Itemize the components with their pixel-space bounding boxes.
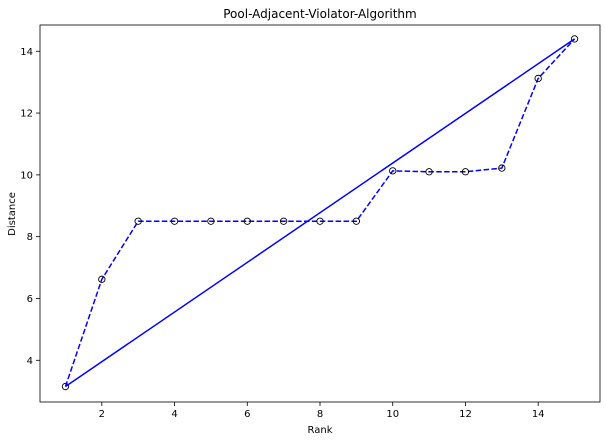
y-tick-label: 8 xyxy=(27,232,33,243)
data-point xyxy=(425,168,433,176)
x-tick-label: 12 xyxy=(459,409,472,420)
data-point xyxy=(316,217,324,225)
y-tick-label: 10 xyxy=(20,170,33,181)
series-line-2 xyxy=(65,38,575,388)
chart-title: Pool-Adjacent-Violator-Algorithm xyxy=(223,7,416,21)
y-tick-label: 12 xyxy=(20,109,33,120)
x-tick-label: 10 xyxy=(386,409,399,420)
y-tick-label: 6 xyxy=(27,294,33,305)
x-tick-label: 4 xyxy=(171,409,177,420)
data-point xyxy=(279,217,288,225)
x-tick-label: 2 xyxy=(99,409,105,420)
x-tick-label: 14 xyxy=(532,409,545,420)
x-tick-label: 6 xyxy=(244,409,250,420)
y-axis-label: Distance xyxy=(7,192,18,236)
data-point xyxy=(461,168,470,176)
data-point xyxy=(207,217,215,225)
data-point xyxy=(98,275,106,283)
x-axis-label: Rank xyxy=(308,425,333,436)
data-point xyxy=(243,217,251,225)
y-tick-label: 4 xyxy=(27,356,33,367)
y-tick-label: 14 xyxy=(20,47,33,58)
data-point xyxy=(61,382,70,391)
data-point xyxy=(170,217,179,225)
data-point xyxy=(570,35,579,43)
data-point xyxy=(498,164,506,172)
data-point xyxy=(134,217,142,225)
data-point xyxy=(352,217,361,225)
series-line-1 xyxy=(64,38,576,387)
plot-area: 2 4 6 8 10 12 14 4 6 8 10 12 14 xyxy=(20,24,601,420)
x-tick-label: 8 xyxy=(317,409,323,420)
data-point xyxy=(389,167,397,175)
data-point xyxy=(534,74,542,83)
